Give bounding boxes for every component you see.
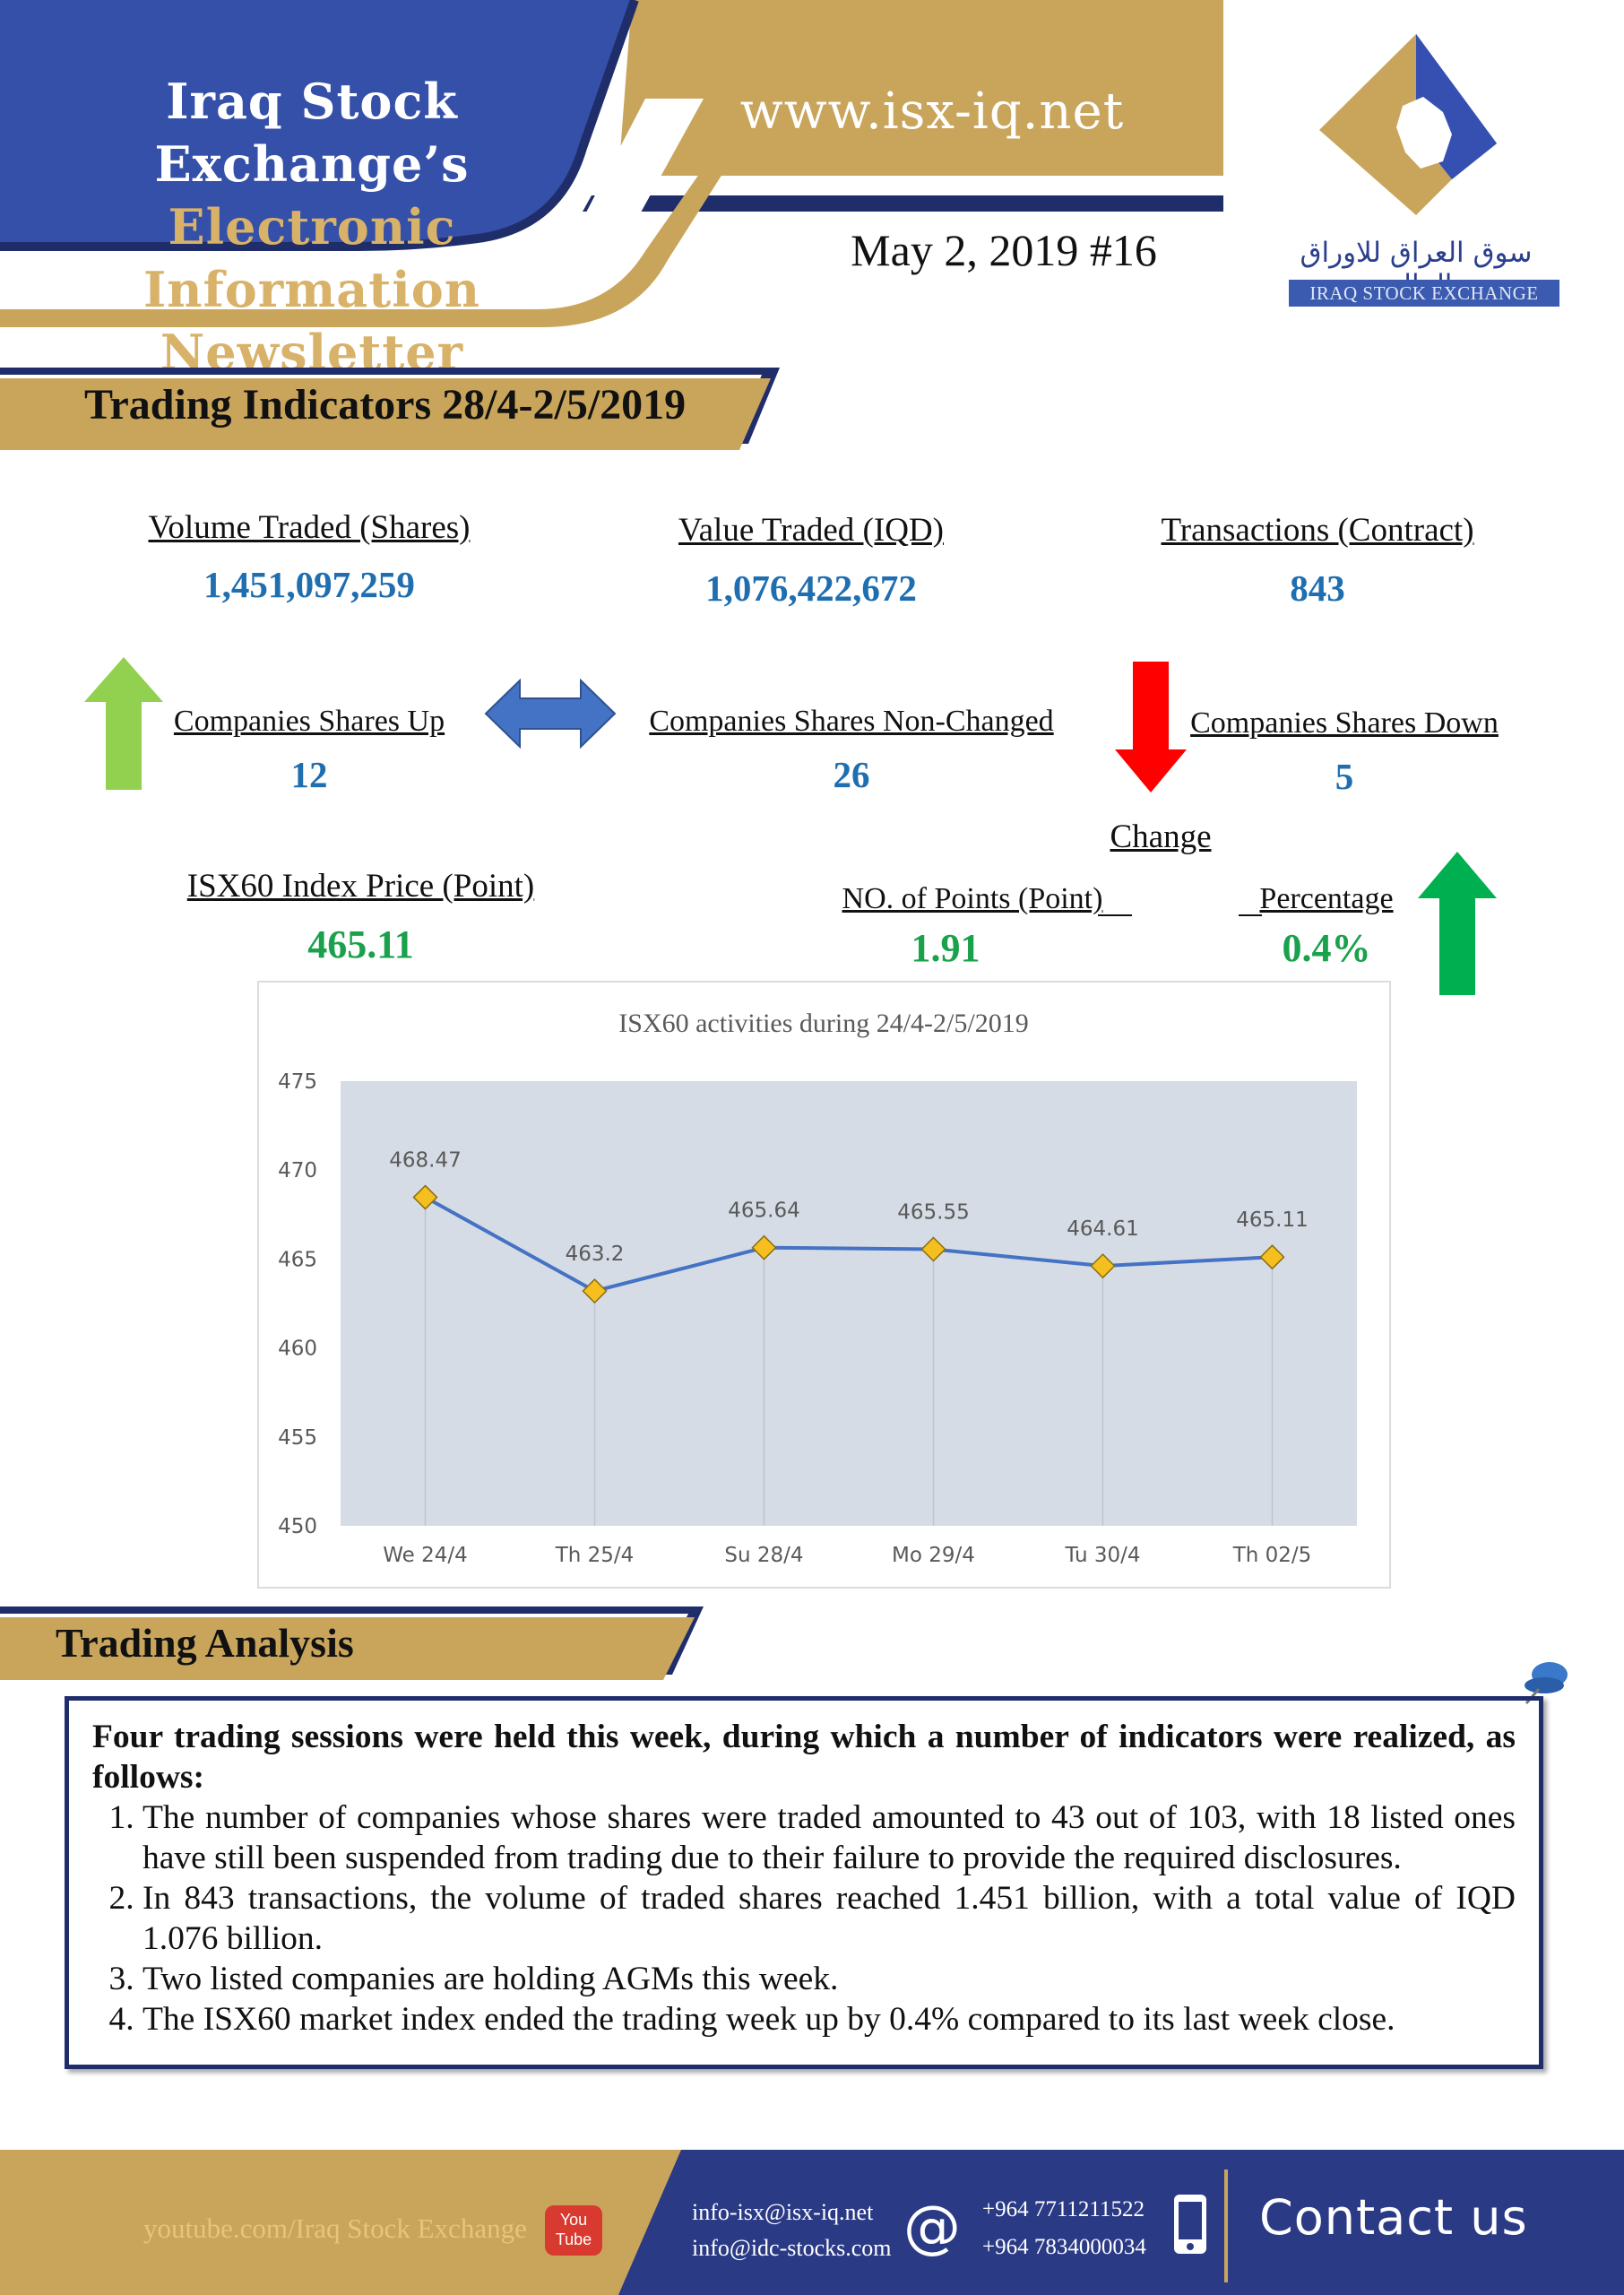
isx60-line-chart: ISX60 activities during 24/4-2/5/2019 450…	[278, 1009, 1357, 1567]
points-label-underline	[1098, 914, 1132, 916]
index-up-arrow-icon	[1418, 852, 1497, 995]
analysis-item: Two listed companies are holding AGMs th…	[143, 1959, 1516, 1999]
phone-2[interactable]: +964 7834000034	[982, 2235, 1146, 2259]
data-label: 465.64	[728, 1199, 799, 1223]
x-tick-label: Su 28/4	[724, 1544, 803, 1567]
website-link[interactable]: www.isx-iq.net	[739, 82, 1125, 141]
percentage-value: 0.4%	[1282, 926, 1371, 970]
email-1[interactable]: info-isx@isx-iq.net	[692, 2199, 874, 2225]
youtube-icon[interactable]: You Tube	[545, 2205, 602, 2256]
analysis-lead: Four trading sessions were held this wee…	[92, 1719, 1516, 1796]
data-label: 468.47	[389, 1149, 461, 1173]
data-point-marker	[920, 1236, 946, 1262]
percentage-label: Percentage	[1259, 882, 1394, 915]
header-background	[0, 0, 1223, 327]
footer-background	[0, 2150, 1624, 2295]
data-label: 464.61	[1067, 1217, 1138, 1241]
index-price-label: ISX60 Index Price (Point)	[186, 868, 535, 905]
y-tick-label: 465	[278, 1248, 317, 1271]
y-tick-label: 460	[278, 1338, 317, 1361]
arrow-up-icon	[84, 657, 163, 790]
volume-label: Volume Traded (Shares)	[148, 509, 471, 546]
shares-nonchanged-label: Companies Shares Non-Changed	[649, 705, 1054, 738]
youtube-icon-text: Tube	[555, 2230, 592, 2248]
percentage-label-underline	[1239, 914, 1262, 916]
indicators-title: Trading Indicators 28/4-2/5/2019	[84, 381, 687, 429]
x-tick-label: Tu 30/4	[1064, 1544, 1140, 1567]
transactions-value: 843	[1290, 567, 1345, 609]
analysis-item: The ISX60 market index ended the trading…	[143, 1999, 1516, 2040]
change-label: Change	[1110, 818, 1212, 855]
newsletter-title: Iraq Stock Exchange’s Electronic Informa…	[25, 70, 599, 384]
y-tick-label: 450	[278, 1515, 317, 1538]
data-point-marker	[751, 1234, 777, 1260]
logo-english-name: IRAQ STOCK EXCHANGE	[1289, 280, 1559, 307]
data-label: 463.2	[566, 1243, 625, 1266]
youtube-icon-text: You	[559, 2211, 588, 2229]
email-list: info-isx@isx-iq.net info@idc-stocks.com	[692, 2195, 892, 2266]
index-price-value: 465.11	[307, 922, 414, 966]
data-point-marker	[412, 1184, 438, 1210]
chart-title: ISX60 activities during 24/4-2/5/2019	[618, 1009, 1028, 1038]
data-label: 465.11	[1236, 1208, 1308, 1232]
volume-value: 1,451,097,259	[203, 564, 415, 605]
analysis-title-bar	[0, 1606, 704, 1680]
isx-logo	[1319, 34, 1497, 215]
issue-date: May 2, 2019 #16	[851, 225, 1157, 275]
shares-up-label: Companies Shares Up	[173, 705, 445, 738]
arrow-down-icon	[1115, 662, 1187, 792]
phone-list: +964 7711211522 +964 7834000034	[982, 2191, 1146, 2266]
points-value: 1.91	[911, 926, 980, 970]
indicators-title-bar	[0, 368, 780, 450]
data-label: 465.55	[897, 1200, 969, 1224]
y-tick-label: 475	[278, 1070, 317, 1094]
x-tick-label: We 24/4	[383, 1544, 468, 1567]
analysis-title: Trading Analysis	[56, 1620, 354, 1666]
data-point-marker	[1259, 1244, 1285, 1270]
analysis-item: In 843 transactions, the volume of trade…	[143, 1878, 1516, 1959]
newsletter-title-line2: Electronic Information	[143, 198, 481, 318]
shares-up-value: 12	[290, 754, 328, 795]
points-label: NO. of Points (Point)	[842, 882, 1103, 915]
shares-down-value: 5	[1335, 756, 1354, 797]
youtube-link[interactable]: youtube.com/Iraq Stock Exchange	[143, 2213, 527, 2244]
double-arrow-icon	[484, 679, 617, 749]
contact-us-label: Contact us	[1259, 2189, 1528, 2246]
x-tick-label: Th 25/4	[555, 1544, 635, 1567]
y-tick-label: 470	[278, 1159, 317, 1182]
data-point-marker	[582, 1278, 608, 1304]
analysis-list: The number of companies whose shares wer…	[92, 1797, 1516, 2040]
x-tick-label: Mo 29/4	[892, 1544, 975, 1567]
at-icon: @	[903, 2195, 961, 2261]
analysis-item: The number of companies whose shares wer…	[143, 1797, 1516, 1878]
series-line	[424, 1195, 1273, 1294]
shares-nonchanged-value: 26	[833, 754, 870, 795]
analysis-box: Four trading sessions were held this wee…	[65, 1696, 1543, 2069]
email-2[interactable]: info@idc-stocks.com	[692, 2235, 892, 2261]
newsletter-title-line1: Iraq Stock Exchange’s	[154, 73, 470, 193]
data-point-marker	[1090, 1253, 1116, 1279]
transactions-label: Transactions (Contract)	[1161, 512, 1474, 549]
value-label: Value Traded (IQD)	[678, 512, 944, 549]
shares-down-label: Companies Shares Down	[1190, 706, 1499, 740]
phone-icon	[1174, 2195, 1206, 2254]
x-tick-label: Th 02/5	[1232, 1544, 1312, 1567]
y-tick-label: 455	[278, 1426, 317, 1450]
chart-plot-area	[341, 1081, 1357, 1526]
value-value: 1,076,422,672	[705, 567, 917, 609]
phone-1[interactable]: +964 7711211522	[982, 2197, 1145, 2221]
